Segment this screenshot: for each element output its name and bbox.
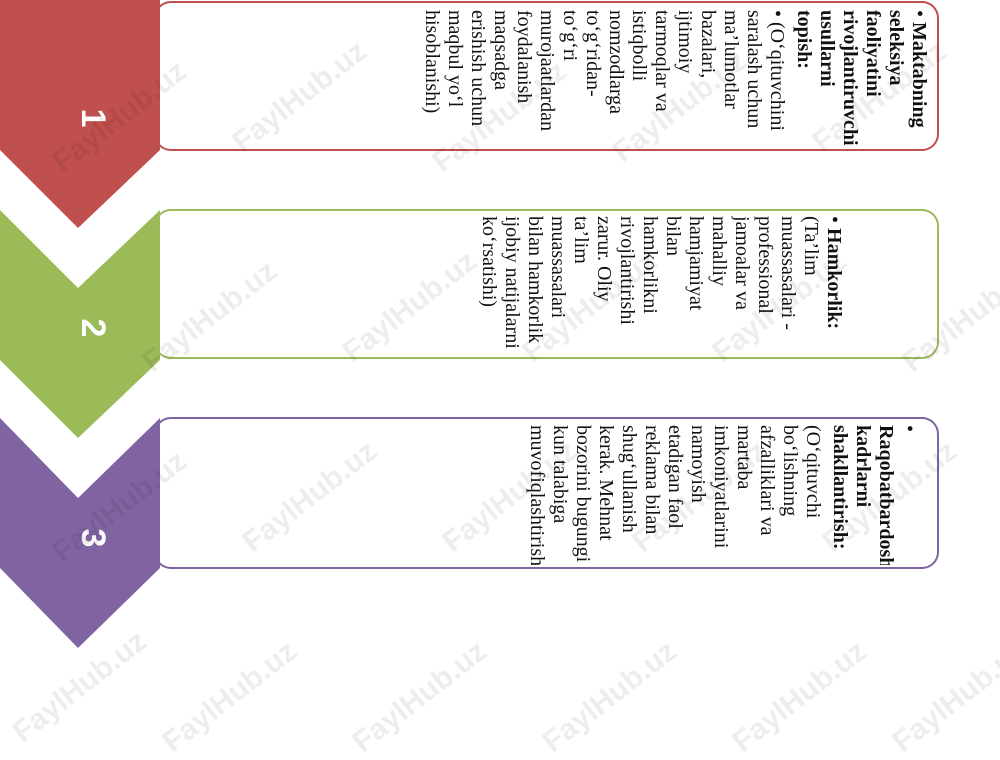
step-1-number: 1	[74, 109, 112, 128]
step-3-heading: Raqobatbardosh kadrlarni shakllantirish:	[829, 425, 897, 565]
step-1-heading: Maktabning seleksiya faoliyatini rivojla…	[793, 10, 930, 145]
step-1-chevron	[0, 0, 160, 228]
step-2-heading: Hamkorlik:	[823, 228, 845, 330]
step-2-group: 2	[0, 209, 939, 438]
step-1-body: (O‘qituvchini saralash uchun ma’lumotlar…	[421, 10, 788, 132]
step-2-text: • Hamkorlik: (Ta’lim muassasalari - prof…	[478, 216, 845, 349]
step-1-text: • Maktabning seleksiya faoliyatini rivoj…	[421, 10, 930, 145]
step-3-body: (O‘qituvchi bo‘lishning afzalliklari va …	[526, 425, 824, 565]
step-3-text: • Raqobatbardosh kadrlarni shakllantiris…	[160, 425, 920, 565]
step-1-group: 1	[0, 0, 939, 228]
step-3-group: 3	[0, 417, 939, 648]
step-2-body: (Ta’lim muassasalari - professional jamo…	[478, 216, 822, 349]
step-2-number: 2	[74, 319, 112, 338]
step-2-chevron	[0, 210, 160, 438]
step-3-number: 3	[74, 529, 112, 548]
step-3-chevron	[0, 418, 160, 648]
